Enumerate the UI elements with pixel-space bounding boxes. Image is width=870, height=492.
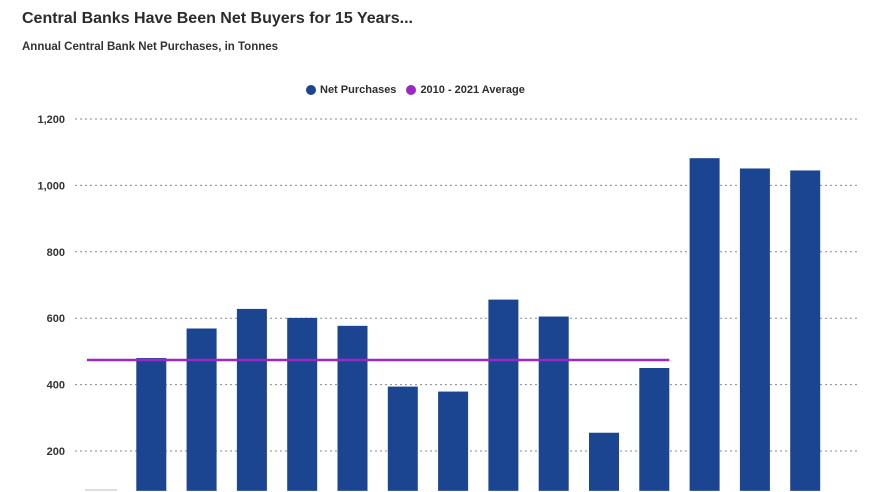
chart-subtitle: Annual Central Bank Net Purchases, in To… bbox=[22, 41, 279, 53]
bar bbox=[589, 432, 619, 491]
bar bbox=[790, 170, 821, 491]
y-tick-label: 800 bbox=[47, 247, 65, 259]
bar bbox=[488, 299, 519, 491]
bar bbox=[438, 391, 469, 491]
y-axis-ticks: 200 400 600 800 1,000 1,200 bbox=[37, 114, 65, 458]
bar bbox=[236, 308, 267, 491]
y-tick-label: 1,200 bbox=[37, 114, 65, 126]
legend-label-average: 2010 - 2021 Average bbox=[420, 84, 525, 96]
bar bbox=[387, 386, 418, 491]
chart-legend: Net Purchases 2010 - 2021 Average bbox=[306, 84, 535, 96]
legend-swatch-net-purchases bbox=[306, 85, 316, 95]
bar bbox=[287, 317, 318, 491]
y-tick-label: 200 bbox=[47, 446, 65, 458]
bars bbox=[136, 158, 821, 491]
bar bbox=[639, 368, 670, 491]
bar bbox=[538, 316, 569, 491]
chart-title: Central Banks Have Been Net Buyers for 1… bbox=[22, 10, 413, 27]
bar bbox=[337, 325, 368, 491]
bar bbox=[689, 158, 720, 491]
y-tick-label: 400 bbox=[47, 380, 65, 392]
y-tick-label: 600 bbox=[47, 313, 65, 325]
y-tick-label: 1,000 bbox=[37, 180, 65, 192]
bar bbox=[136, 358, 167, 491]
legend-swatch-average bbox=[406, 85, 417, 95]
legend-item-average: 2010 - 2021 Average bbox=[406, 84, 525, 96]
legend-item-net-purchases: Net Purchases bbox=[306, 84, 396, 96]
legend-label-net-purchases: Net Purchases bbox=[320, 84, 397, 96]
bar bbox=[739, 168, 770, 491]
bar bbox=[186, 328, 217, 491]
